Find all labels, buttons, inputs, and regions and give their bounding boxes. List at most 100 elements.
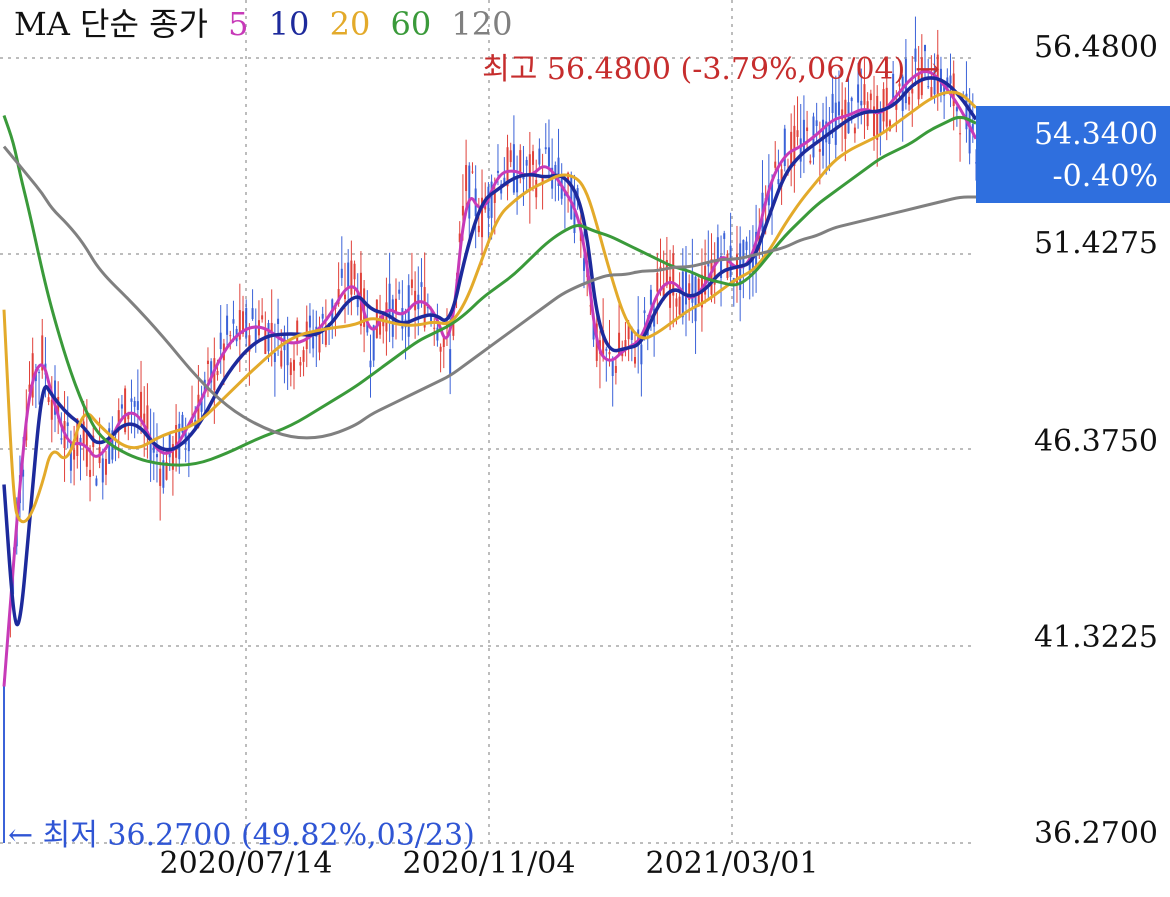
candle-body — [583, 258, 586, 271]
candle-body — [509, 150, 512, 163]
candle-body — [672, 253, 675, 296]
candle-body — [385, 302, 388, 332]
candle-body — [146, 405, 149, 430]
candle-body — [713, 260, 716, 285]
candle-body — [458, 233, 461, 243]
current-price: 54.3400 — [1033, 117, 1158, 152]
candle-body — [414, 290, 417, 311]
candle-body — [356, 291, 359, 308]
candle-body — [210, 361, 213, 383]
candle-body — [69, 441, 72, 471]
candle-body — [538, 148, 541, 165]
candle-body — [611, 359, 614, 377]
candle-body — [841, 109, 844, 120]
candle-body — [512, 144, 515, 193]
candle-body — [799, 138, 802, 162]
candle-body — [908, 96, 911, 105]
candle-body — [955, 107, 958, 112]
candle-body — [277, 318, 280, 325]
candle-body — [688, 283, 691, 300]
candle-body — [171, 444, 174, 470]
ma-legend[interactable]: MA 단순 종가 5 10 20 60 120 — [14, 4, 522, 44]
candle-body — [159, 468, 162, 486]
candle-body — [130, 398, 133, 402]
candle-body — [289, 362, 292, 375]
candle-body — [238, 310, 241, 340]
candle-body — [608, 351, 611, 355]
candle-body — [484, 205, 487, 210]
candle-body — [245, 308, 248, 338]
ma-line-20 — [2, 90, 978, 524]
candle-body — [710, 259, 713, 295]
candle-body — [38, 372, 41, 374]
candle-body — [47, 397, 50, 402]
low-annotation: ← 최저 36.2700 (49.82%,03/23) — [8, 818, 475, 853]
current-change: -0.40% — [1052, 159, 1158, 194]
candle-body — [108, 428, 111, 464]
candle-body — [490, 181, 493, 218]
candle-body — [302, 350, 305, 362]
candle-body — [704, 265, 707, 295]
candle-body — [589, 305, 592, 307]
candle-body — [917, 74, 920, 100]
candle-body — [324, 325, 327, 345]
candle-body — [423, 287, 426, 328]
candle-body — [461, 205, 464, 216]
candle-body — [936, 54, 939, 96]
candle-body — [624, 340, 627, 350]
candle-body — [503, 177, 506, 185]
candle-body — [796, 130, 799, 137]
candle-body — [66, 422, 69, 427]
y-tick-label: 46.3750 — [1033, 424, 1158, 459]
candle-body — [82, 421, 85, 445]
candle-body — [296, 320, 299, 344]
candle-body — [187, 434, 190, 452]
candle-body — [659, 266, 662, 269]
candle-body — [560, 178, 563, 199]
candle-body — [837, 101, 840, 116]
candle-body — [547, 147, 550, 167]
candle-body — [933, 70, 936, 95]
candle-body — [924, 44, 927, 52]
candle-body — [162, 460, 165, 488]
candle-body — [570, 175, 573, 220]
candle-body — [720, 255, 723, 278]
candle-body — [410, 279, 413, 288]
candle-body — [343, 294, 346, 300]
candle-body — [229, 335, 232, 337]
candle-body — [369, 360, 372, 368]
candle-body — [254, 325, 257, 342]
candle-body — [350, 260, 353, 295]
candle-body — [286, 340, 289, 366]
candle-body — [312, 336, 315, 349]
candle-body — [104, 458, 107, 475]
legend-ma60: 60 — [390, 5, 432, 43]
candle-body — [251, 308, 254, 320]
candle-body — [576, 188, 579, 199]
candle-body — [959, 133, 962, 135]
candle-body — [337, 289, 340, 304]
candle-body — [847, 102, 850, 134]
candle-body — [420, 282, 423, 287]
candle-body — [869, 93, 872, 101]
candle-body — [783, 128, 786, 166]
candle-body — [882, 88, 885, 122]
candle-body — [716, 237, 719, 261]
candle-body — [308, 315, 311, 328]
candle-body — [825, 121, 828, 143]
candle-body — [516, 175, 519, 193]
candle-body — [340, 268, 343, 278]
candle-body — [943, 85, 946, 96]
candle-body — [506, 147, 509, 187]
candle-body — [200, 397, 203, 412]
candle-body — [388, 283, 391, 319]
candle-body — [140, 391, 143, 420]
candle-body — [31, 353, 34, 398]
candle-body — [273, 353, 276, 362]
candle-body — [662, 285, 665, 301]
y-tick-label: 51.4275 — [1033, 226, 1158, 261]
candle-body — [471, 171, 474, 173]
candle-body — [602, 330, 605, 358]
legend-ma20: 20 — [329, 5, 371, 43]
candle-body — [50, 399, 53, 420]
